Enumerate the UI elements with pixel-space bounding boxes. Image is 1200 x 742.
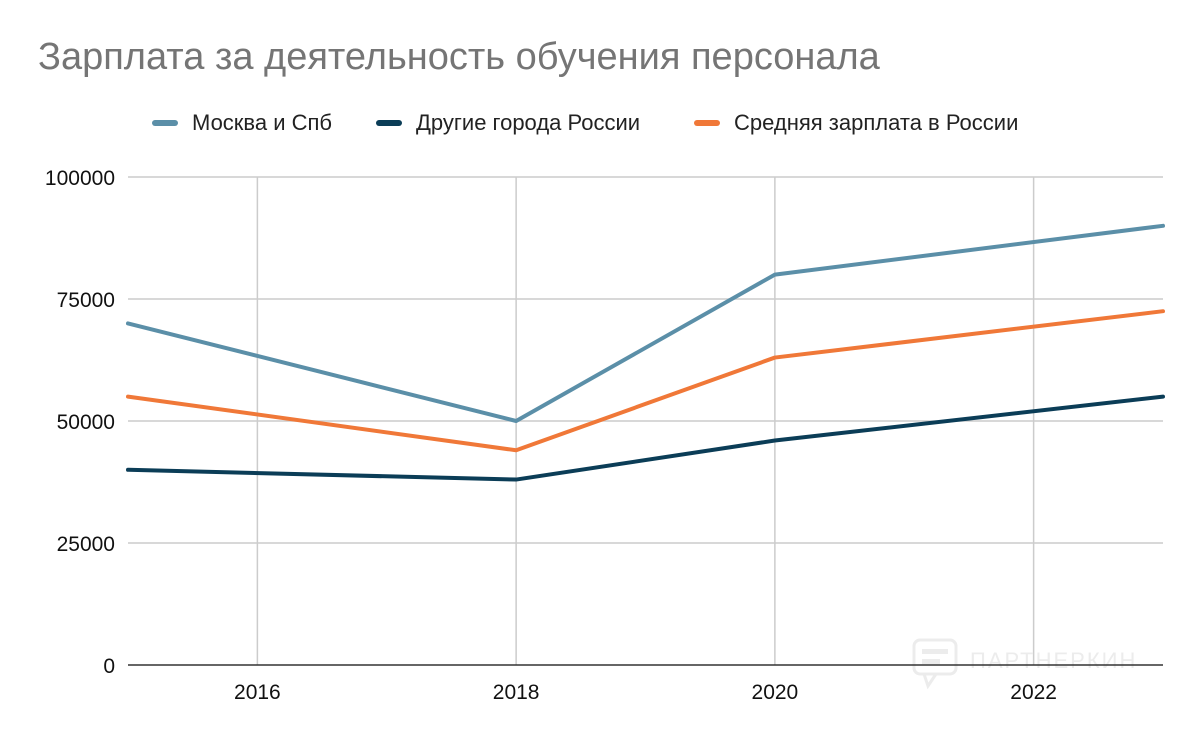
legend-item-moscow-spb[interactable]: Москва и Спб xyxy=(152,110,332,136)
legend-swatch-average-russia xyxy=(694,120,720,126)
legend-swatch-moscow-spb xyxy=(152,120,178,126)
y-tick-label: 75000 xyxy=(57,289,115,312)
series-line-2[interactable] xyxy=(126,309,1165,453)
y-tick-label: 50000 xyxy=(57,411,115,434)
x-tick-label: 2022 xyxy=(1010,681,1057,704)
legend-label-average-russia: Средняя зарплата в России xyxy=(734,110,1019,135)
legend: Москва и Спб Другие города России Средня… xyxy=(0,110,1200,140)
y-tick-label: 100000 xyxy=(45,167,115,190)
series-line-0[interactable] xyxy=(126,223,1165,423)
legend-item-average-russia[interactable]: Средняя зарплата в России xyxy=(694,110,1018,136)
x-tick-label: 2016 xyxy=(234,681,281,704)
chart-title: Зарплата за деятельность обучения персон… xyxy=(38,36,880,78)
series-line-1[interactable] xyxy=(126,394,1165,482)
watermark-text: ПАРТНЕРКИН xyxy=(970,648,1137,673)
watermark: ПАРТНЕРКИН xyxy=(912,638,1137,690)
x-tick-label: 2020 xyxy=(752,681,799,704)
series xyxy=(126,223,1165,482)
grid xyxy=(128,176,1163,665)
legend-label-moscow-spb: Москва и Спб xyxy=(192,110,333,135)
legend-swatch-other-cities xyxy=(376,120,402,126)
legend-label-other-cities: Другие города России xyxy=(416,110,641,135)
x-tick-label: 2018 xyxy=(493,681,540,704)
axes: 0 25000 50000 75000 100000 2016 2018 2020 2022 xyxy=(45,167,1163,704)
y-tick-label: 0 xyxy=(103,655,115,678)
watermark-logo-icon xyxy=(912,638,958,690)
legend-item-other-cities[interactable]: Другие города России xyxy=(376,110,640,136)
y-tick-label: 25000 xyxy=(57,533,115,556)
